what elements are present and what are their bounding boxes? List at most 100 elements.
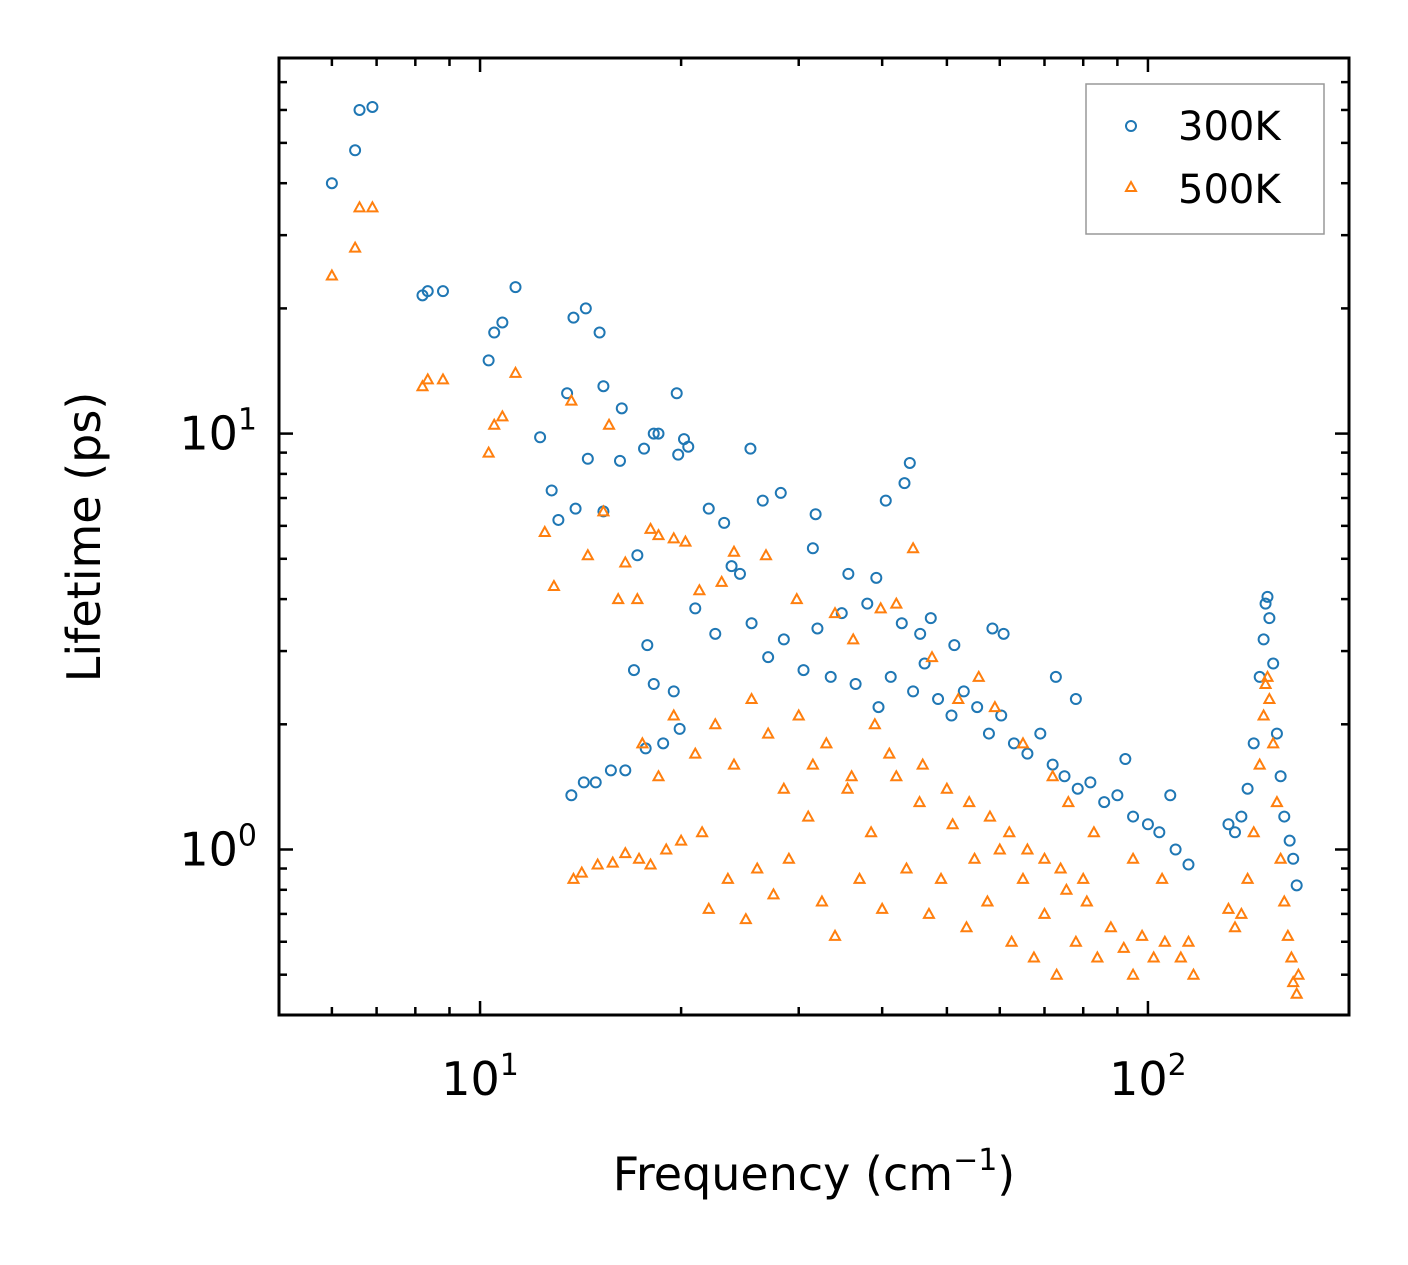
point-300k <box>1259 597 1272 610</box>
point-300k <box>436 285 449 298</box>
point-300k <box>997 627 1010 640</box>
point-500k <box>790 592 804 605</box>
point-500k <box>678 534 693 547</box>
point-500k <box>801 809 815 822</box>
point-500k <box>714 574 729 587</box>
point-500k <box>761 726 775 739</box>
point-500k <box>925 650 939 663</box>
point-500k <box>1016 871 1030 884</box>
legend: 300K 500K <box>1085 83 1325 235</box>
point-300k <box>1069 693 1082 706</box>
point-300k <box>945 709 958 722</box>
point-500k <box>940 781 954 794</box>
point-500k <box>674 833 688 846</box>
point-500k <box>1020 842 1035 855</box>
point-500k <box>481 445 496 458</box>
point-500k <box>1181 934 1196 947</box>
point-500k <box>1155 871 1169 884</box>
point-300k <box>895 617 908 630</box>
point-500k <box>1221 901 1236 914</box>
point-500k <box>934 871 948 884</box>
point-300k <box>811 622 824 635</box>
point-500k <box>739 912 753 925</box>
point-300k <box>879 494 892 507</box>
point-300k <box>898 477 911 490</box>
point-500k <box>1158 934 1172 947</box>
point-500k <box>777 781 791 794</box>
point-300k <box>756 494 769 507</box>
x-tick-label: 101 <box>441 1048 519 1106</box>
point-300k <box>597 380 610 393</box>
point-500k <box>596 504 611 517</box>
point-300k <box>509 281 522 294</box>
point-500k <box>844 769 859 782</box>
point-500k <box>916 757 930 770</box>
point-500k <box>1289 986 1304 999</box>
legend-label-300k: 300K <box>1178 104 1282 150</box>
point-500k <box>1049 967 1064 980</box>
point-300k <box>1141 818 1154 831</box>
point-300k <box>647 427 660 440</box>
point-500k <box>352 200 367 213</box>
point-300k <box>842 567 855 580</box>
point-300k <box>613 454 626 467</box>
point-500k <box>1090 950 1105 963</box>
point-500k <box>1117 940 1131 953</box>
point-300k <box>421 285 434 298</box>
point-300k <box>957 685 970 698</box>
point-500k <box>792 708 806 721</box>
point-500k <box>864 825 878 838</box>
point-300k <box>1278 810 1291 823</box>
point-500k <box>547 578 561 592</box>
point-500k <box>566 871 581 884</box>
point-300k <box>745 617 758 630</box>
point-500k <box>651 528 666 541</box>
point-300k <box>353 103 366 116</box>
y-tick-label: 101 <box>179 403 257 461</box>
point-300k <box>1283 834 1296 847</box>
point-500k <box>815 894 829 907</box>
point-500k <box>846 632 860 645</box>
point-300k <box>488 326 501 339</box>
point-500k <box>889 596 904 609</box>
point-300k <box>1049 670 1062 683</box>
point-300k <box>682 440 695 453</box>
point-300k <box>872 701 885 714</box>
point-500k <box>945 817 960 830</box>
point-500k <box>651 769 666 782</box>
point-500k <box>1037 906 1052 919</box>
point-300k <box>948 639 961 652</box>
point-500k <box>1277 894 1291 907</box>
point-500k <box>1126 967 1140 980</box>
point-500k <box>1273 851 1288 864</box>
point-500k <box>906 541 920 554</box>
point-300k <box>1164 789 1177 802</box>
point-500k <box>1104 920 1118 933</box>
point-500k <box>759 548 773 561</box>
point-500k <box>495 409 510 422</box>
point-500k <box>630 592 645 605</box>
point-300k <box>545 484 558 497</box>
point-300k <box>577 776 590 789</box>
point-500k <box>575 865 589 878</box>
point-500k <box>436 372 450 385</box>
point-500k <box>618 846 633 859</box>
point-300k <box>924 612 937 625</box>
point-300k <box>903 456 916 469</box>
point-300k <box>1119 753 1132 766</box>
point-500k <box>727 757 741 770</box>
point-500k <box>875 901 889 914</box>
point-500k <box>659 842 673 855</box>
x-axis-title: Frequency (cm−1) <box>613 1143 1016 1201</box>
point-500k <box>1087 825 1101 838</box>
point-300k <box>496 316 509 329</box>
point-500k <box>993 842 1007 855</box>
point-500k <box>708 717 722 730</box>
point-500k <box>852 871 867 884</box>
point-300k <box>1257 633 1270 646</box>
point-300k <box>619 764 632 777</box>
point-500k <box>487 417 501 430</box>
point-500k <box>1061 795 1076 808</box>
point-300k <box>565 789 578 802</box>
point-500k <box>1080 894 1094 907</box>
